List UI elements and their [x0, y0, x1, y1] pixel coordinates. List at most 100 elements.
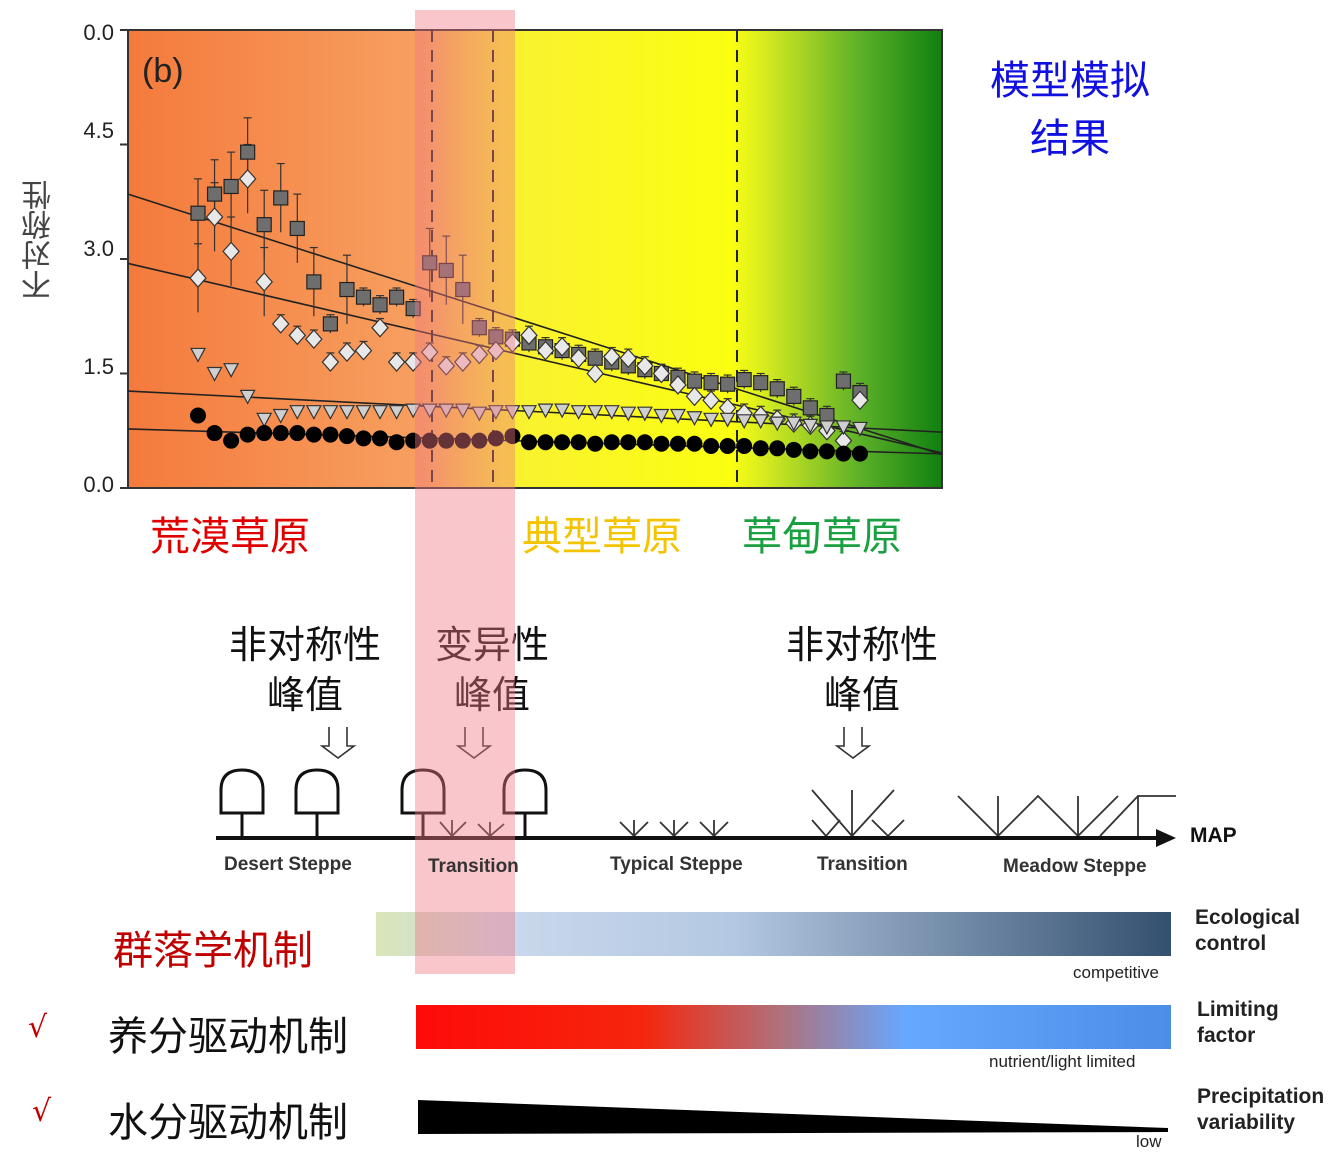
triangle-point — [239, 389, 256, 405]
triangle-point — [636, 406, 653, 422]
ecological-control-label: Ecological control — [1195, 905, 1300, 957]
diamond-point — [586, 363, 605, 384]
triangle-point — [338, 405, 355, 420]
peak-line: 非对称性 — [228, 623, 381, 667]
peak-line: 峰值 — [266, 673, 343, 717]
diamond-point — [321, 352, 340, 372]
limiting-factor-label: Limiting factor — [1197, 997, 1279, 1049]
diamond-point — [553, 336, 571, 357]
triangle-point — [620, 406, 637, 422]
triangle-point — [372, 405, 389, 420]
check-icon: √ — [28, 1010, 48, 1045]
square-point — [835, 373, 852, 389]
circle-point — [372, 430, 389, 447]
diamond-point — [702, 390, 720, 411]
circle-point — [653, 435, 670, 452]
diamond-point — [238, 168, 257, 189]
triangle-point — [520, 405, 538, 420]
square-point — [802, 400, 818, 416]
triangle-point — [223, 363, 240, 378]
circle-point — [305, 426, 322, 443]
square-point — [736, 372, 752, 388]
diamond-point — [189, 268, 207, 288]
circle-point — [785, 441, 802, 458]
habitat-label: Meadow Steppe — [1003, 856, 1147, 877]
diamond-point — [685, 386, 704, 407]
diamond-point — [404, 352, 422, 372]
diamond-point — [255, 271, 274, 292]
square-point — [306, 274, 322, 290]
diamond-point — [288, 325, 307, 346]
triangle-point — [272, 408, 289, 424]
peak-left: 非对称性 峰值 — [205, 620, 405, 720]
circle-point — [818, 443, 835, 460]
grass-icon — [439, 789, 1176, 838]
diamond-point — [470, 344, 489, 365]
circle-point — [421, 432, 438, 449]
shrub-icon — [400, 768, 446, 836]
square-point — [455, 281, 471, 298]
diamond-point — [636, 355, 654, 376]
y-ticks — [120, 29, 128, 489]
circle-point — [802, 443, 819, 460]
triangle-point — [421, 403, 438, 419]
ecological-end-label: competitive — [1073, 963, 1159, 982]
peak-right: 非对称性 峰值 — [762, 620, 962, 720]
circle-point — [587, 435, 604, 452]
habitat-label: Typical Steppe — [610, 854, 743, 875]
map-label: MAP — [1190, 824, 1237, 847]
circle-point — [438, 432, 455, 449]
square-point — [256, 217, 272, 233]
triangle-point — [305, 405, 322, 420]
peak-line: 峰值 — [453, 673, 530, 717]
down-arrow-icon — [455, 727, 493, 759]
square-point — [322, 316, 338, 332]
triangle-point — [603, 405, 620, 420]
circle-point — [487, 430, 504, 447]
triangle-point — [454, 403, 471, 419]
triangle-point — [851, 421, 869, 437]
peak-middle: 变异性 峰值 — [410, 620, 574, 720]
transition-highlight — [415, 10, 515, 974]
circle-point — [239, 426, 256, 443]
triangle-point — [537, 403, 554, 419]
circle-point — [223, 432, 240, 449]
diamond-point — [271, 313, 290, 334]
diamond-point — [453, 352, 472, 372]
precipitation-end-label: low — [1136, 1132, 1162, 1151]
triangle-point — [785, 416, 802, 432]
map-axis-arrowhead — [1156, 829, 1176, 847]
diamond-point — [354, 340, 373, 361]
limiting-factor-bar — [416, 1005, 1171, 1049]
circle-point — [338, 428, 355, 445]
triangle-point — [736, 414, 753, 430]
square-point — [405, 301, 421, 317]
zone-typical-label: 典型草原 — [522, 514, 682, 560]
triangle-point — [405, 403, 422, 419]
note-line: 结果 — [1030, 116, 1110, 162]
diamond-point — [205, 207, 224, 227]
diamond-point — [602, 346, 621, 367]
circle-point — [769, 440, 786, 457]
square-point — [471, 320, 487, 336]
triangle-point — [802, 418, 819, 434]
square-point — [339, 281, 355, 298]
circle-point — [603, 434, 620, 451]
circle-point — [669, 435, 686, 452]
diamond-point — [669, 375, 687, 395]
square-point — [753, 375, 769, 391]
habitat-label: Transition — [817, 854, 908, 875]
y-tick-label: 1.5 — [83, 354, 114, 379]
circle-point — [206, 425, 223, 442]
diamond-point — [851, 390, 869, 411]
triangle-point — [703, 412, 720, 428]
square-point — [372, 297, 388, 313]
gradient-schematic — [216, 727, 1176, 1134]
triangle-point — [487, 405, 504, 420]
diamond-point — [652, 363, 671, 384]
shrub-icon — [294, 768, 340, 836]
down-arrow-icon — [834, 727, 872, 759]
diamond-point — [437, 355, 456, 376]
circle-point — [537, 434, 554, 451]
shrub-icon — [219, 768, 265, 836]
